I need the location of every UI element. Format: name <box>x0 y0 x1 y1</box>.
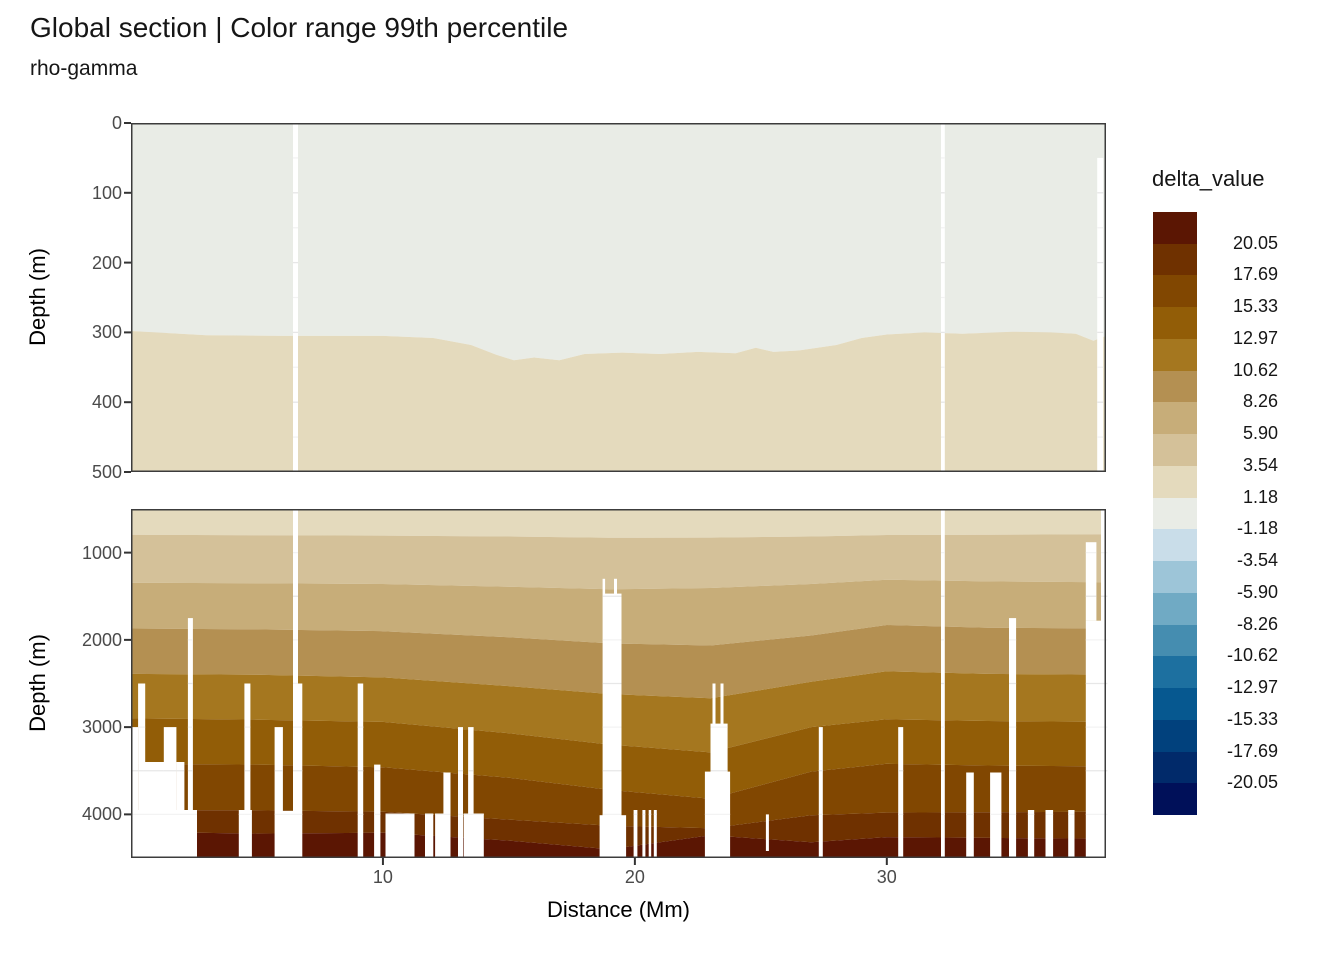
bottom-panel-plot <box>124 509 1108 865</box>
legend-swatch <box>1153 593 1197 625</box>
legend-swatch <box>1153 307 1197 339</box>
legend-swatch <box>1153 498 1197 529</box>
legend-label: 1.18 <box>1242 486 1278 507</box>
legend-swatch <box>1153 275 1197 307</box>
legend-label: 15.33 <box>1232 296 1278 317</box>
page-title: Global section | Color range 99th percen… <box>30 12 569 43</box>
legend-swatch <box>1153 529 1197 561</box>
legend-label: 12.97 <box>1232 327 1278 348</box>
y-tick-label: 0 <box>111 113 122 133</box>
y-axis-title-bottom: Depth (m) <box>25 634 50 732</box>
legend-swatch <box>1153 371 1197 402</box>
top-panel-plot <box>124 122 1106 473</box>
y-tick-label: 400 <box>91 392 122 413</box>
x-tick-label: 20 <box>624 867 645 887</box>
legend-swatch <box>1153 688 1197 720</box>
legend-label: -20.05 <box>1226 772 1278 793</box>
legend-label: 10.62 <box>1232 359 1278 380</box>
y-tick-label: 1000 <box>81 542 122 563</box>
y-tick-label: 3000 <box>81 717 122 738</box>
legend-label: 8.26 <box>1242 391 1278 412</box>
legend-title: delta_value <box>1152 166 1265 191</box>
legend-swatch <box>1153 244 1197 275</box>
legend-swatch <box>1153 402 1197 434</box>
y-tick-label: 2000 <box>81 629 122 650</box>
legend-colorbar <box>1153 212 1197 815</box>
legend-label: 3.54 <box>1242 454 1278 475</box>
y-tick-label: 4000 <box>81 804 122 825</box>
y-axis-title-top: Depth (m) <box>25 248 50 346</box>
x-axis-title: Distance (Mm) <box>546 897 690 922</box>
legend-swatch <box>1153 339 1197 371</box>
legend-swatch <box>1153 720 1197 752</box>
legend-label: -3.54 <box>1236 550 1278 571</box>
legend-swatch <box>1153 656 1197 688</box>
legend-swatch <box>1153 625 1197 656</box>
legend-swatch <box>1153 783 1197 815</box>
legend-label: 20.05 <box>1232 232 1278 253</box>
legend-swatch <box>1153 434 1197 466</box>
legend-label: -15.33 <box>1226 708 1278 729</box>
legend-label: 17.69 <box>1232 264 1278 285</box>
x-tick-label: 10 <box>372 867 393 887</box>
legend-swatch <box>1153 466 1197 498</box>
legend-label: -12.97 <box>1226 677 1278 698</box>
y-tick-label: 100 <box>91 182 122 203</box>
legend-swatch <box>1153 212 1197 244</box>
x-tick-label: 30 <box>876 867 897 887</box>
legend-label: -8.26 <box>1236 613 1278 634</box>
upper-panel-canvas <box>124 122 1106 473</box>
legend-swatch <box>1153 752 1197 783</box>
legend-label: -17.69 <box>1226 740 1278 761</box>
legend-label: 5.90 <box>1242 423 1278 444</box>
y-tick-label: 500 <box>91 462 122 482</box>
legend-label: -5.90 <box>1236 581 1278 602</box>
legend-label: -10.62 <box>1226 645 1278 666</box>
lower-panel-canvas <box>124 509 1108 865</box>
y-tick-label: 300 <box>91 322 122 343</box>
legend-swatch <box>1153 561 1197 593</box>
legend-label: -1.18 <box>1236 518 1278 539</box>
y-tick-label: 200 <box>91 252 122 273</box>
page-subtitle: rho-gamma <box>30 57 138 80</box>
